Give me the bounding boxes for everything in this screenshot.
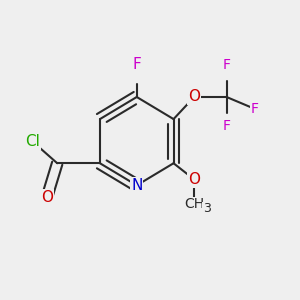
Text: F: F [223,58,231,72]
Text: Cl: Cl [25,134,40,149]
Text: N: N [131,178,142,193]
Text: F: F [132,57,141,72]
Text: O: O [188,172,200,187]
Text: F: F [250,102,259,116]
Text: F: F [223,119,231,134]
Text: 3: 3 [202,202,211,215]
Text: O: O [188,89,200,104]
Text: O: O [41,190,53,205]
Text: CH: CH [184,197,204,212]
